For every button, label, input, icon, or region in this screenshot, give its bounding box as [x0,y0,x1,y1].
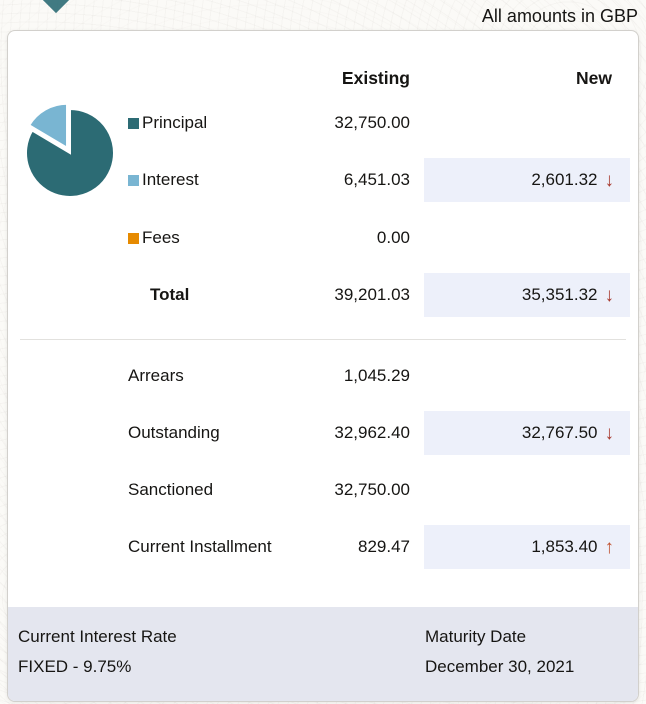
interest-new-cell: 2,601.32 ↓ [424,158,630,202]
interest-rate-value: FIXED - 9.75% [18,657,132,676]
row-label-fees: Fees [128,216,298,260]
amounts-note: All amounts in GBP [481,6,638,26]
interest-rate-block: Current Interest Rate FIXED - 9.75% [18,622,177,682]
decrease-arrow-icon: ↓ [604,284,615,306]
legend-swatch-interest [128,174,139,186]
outstanding-new-value: 32,767.50 [521,423,598,442]
row-label-arrears: Arrears [128,354,298,398]
fees-label: Fees [142,228,180,247]
current-installment-new-value: 1,853.40 [531,537,598,556]
arrears-existing-value: 1,045.29 [343,366,410,385]
sanctioned-label: Sanctioned [128,480,214,499]
sanctioned-existing-value: 32,750.00 [334,480,410,499]
background-ornament [41,0,71,14]
total-new-cell: 35,351.32 ↓ [424,273,630,317]
loan-summary-card: Existing New Principal 32,750.00 Interes… [7,30,639,702]
current-installment-new-cell: 1,853.40 ↑ [424,525,630,569]
outstanding-new-cell: 32,767.50 ↓ [424,411,630,455]
principal-label: Principal [142,113,208,132]
column-header-existing: Existing [341,68,410,88]
interest-label: Interest [142,170,199,189]
increase-arrow-icon: ↑ [604,536,615,558]
balance-pie-chart [20,102,120,203]
current-installment-existing-value: 829.47 [358,537,410,556]
outstanding-label: Outstanding [128,423,220,442]
interest-existing-value: 6,451.03 [343,170,410,189]
row-label-outstanding: Outstanding [128,411,298,455]
maturity-date-block: Maturity Date December 30, 2021 [425,622,574,682]
total-label: Total [150,285,190,304]
row-label-current-installment: Current Installment [128,525,298,569]
pie-chart-svg [25,102,115,198]
legend-swatch-principal [128,117,139,129]
section-divider [20,339,626,340]
row-label-interest: Interest [128,158,298,202]
arrears-label: Arrears [128,366,184,385]
row-label-total: Total [150,273,320,317]
row-label-principal: Principal [128,101,298,145]
maturity-date-label: Maturity Date [425,627,527,646]
principal-existing-value: 32,750.00 [334,113,410,132]
total-new-value: 35,351.32 [521,285,598,304]
row-label-sanctioned: Sanctioned [128,468,298,512]
current-installment-label: Current Installment [128,537,272,556]
decrease-arrow-icon: ↓ [604,422,615,444]
maturity-date-value: December 30, 2021 [425,657,575,676]
column-header-new: New [576,68,612,88]
outstanding-existing-value: 32,962.40 [334,423,410,442]
card-footer: Current Interest Rate FIXED - 9.75% Matu… [8,607,638,701]
decrease-arrow-icon: ↓ [604,169,615,191]
fees-existing-value: 0.00 [376,228,410,247]
total-existing-value: 39,201.03 [334,285,410,304]
interest-rate-label: Current Interest Rate [18,627,177,646]
legend-swatch-fees [128,232,139,244]
interest-new-value: 2,601.32 [531,170,598,189]
